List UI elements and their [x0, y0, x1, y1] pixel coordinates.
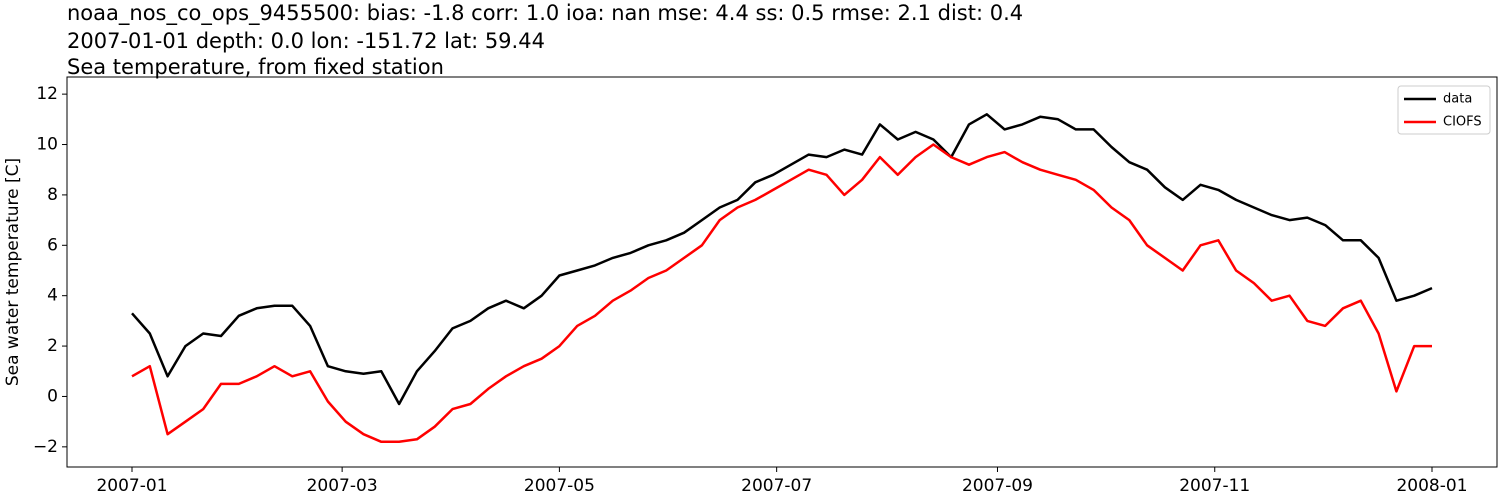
y-tick-label: 4 — [47, 286, 58, 306]
y-tick-label: 10 — [36, 135, 58, 155]
plot-area — [66, 76, 1498, 468]
x-tick-label: 2007-07 — [741, 476, 812, 496]
chart-title: 2007-01-01 depth: 0.0 lon: -151.72 lat: … — [67, 29, 545, 53]
x-tick-label: 2007-03 — [307, 476, 378, 496]
chart-title: Sea temperature, from fixed station — [67, 55, 444, 79]
x-tick-label: 2007-01 — [96, 476, 167, 496]
legend-label: data — [1443, 92, 1472, 107]
x-tick-label: 2008-01 — [1396, 476, 1467, 496]
series-line — [131, 113, 1433, 406]
legend-label: CIOFS — [1443, 115, 1482, 130]
y-tick-label: 2 — [47, 336, 58, 356]
chart-title: noaa_nos_co_ops_9455500: bias: -1.8 corr… — [67, 1, 1023, 26]
y-tick-label: 0 — [47, 386, 58, 406]
y-axis-label: Sea water temperature [C] — [3, 158, 23, 386]
x-tick-label: 2007-11 — [1179, 476, 1250, 496]
series-line — [131, 143, 1432, 444]
y-tick-label: 8 — [47, 185, 58, 205]
y-tick-label: 12 — [36, 84, 58, 104]
y-tick-label: −2 — [33, 437, 58, 457]
x-tick-label: 2007-05 — [524, 476, 595, 496]
y-tick-label: 6 — [47, 235, 58, 255]
x-tick-label: 2007-09 — [962, 476, 1033, 496]
